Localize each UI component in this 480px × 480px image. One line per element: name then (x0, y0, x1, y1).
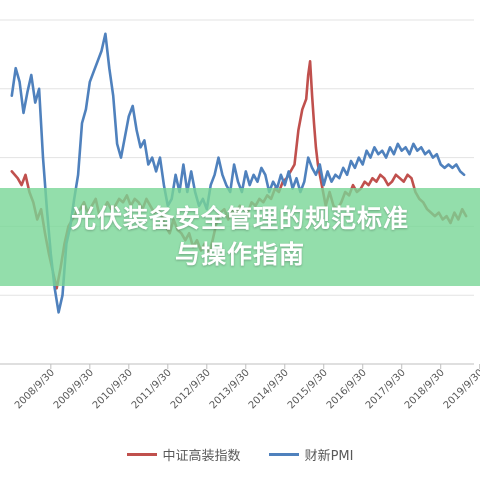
x-tick-label-0: 2008/9/30 (13, 367, 57, 411)
x-axis: 2008/9/302009/9/302010/9/302011/9/302012… (13, 364, 480, 411)
title-line-2: 与操作指南 (174, 240, 305, 269)
x-tick-label-4: 2012/9/30 (169, 367, 213, 411)
x-tick-label-11: 2019/9/30 (442, 367, 480, 411)
legend-swatch-index (126, 452, 157, 456)
legend-swatch-pmi (268, 452, 299, 456)
x-tick-label-10: 2018/9/30 (403, 367, 447, 411)
legend-label-index: 中证高装指数 (162, 448, 241, 464)
x-tick-label-6: 2014/9/30 (247, 367, 291, 411)
title-banner: 光伏装备安全管理的规范标准 与操作指南 (0, 188, 480, 286)
x-tick-label-8: 2016/9/30 (325, 367, 369, 411)
x-tick-label-5: 2013/9/30 (208, 367, 252, 411)
title-line-1: 光伏装备安全管理的规范标准 (70, 204, 409, 233)
x-tick-label-3: 2011/9/30 (130, 367, 174, 411)
x-tick-label-1: 2009/9/30 (52, 367, 96, 411)
x-tick-label-7: 2015/9/30 (286, 367, 330, 411)
legend-label-pmi: 财新PMI (304, 448, 354, 464)
x-tick-label-9: 2017/9/30 (364, 367, 408, 411)
series-line-1 (10, 32, 466, 314)
legend-item-index: 中证高装指数 (126, 445, 241, 464)
x-tick-label-2: 2010/9/30 (91, 367, 135, 411)
chart-legend: 中证高装指数 财新PMI (0, 440, 480, 468)
legend-item-pmi: 财新PMI (268, 445, 354, 464)
